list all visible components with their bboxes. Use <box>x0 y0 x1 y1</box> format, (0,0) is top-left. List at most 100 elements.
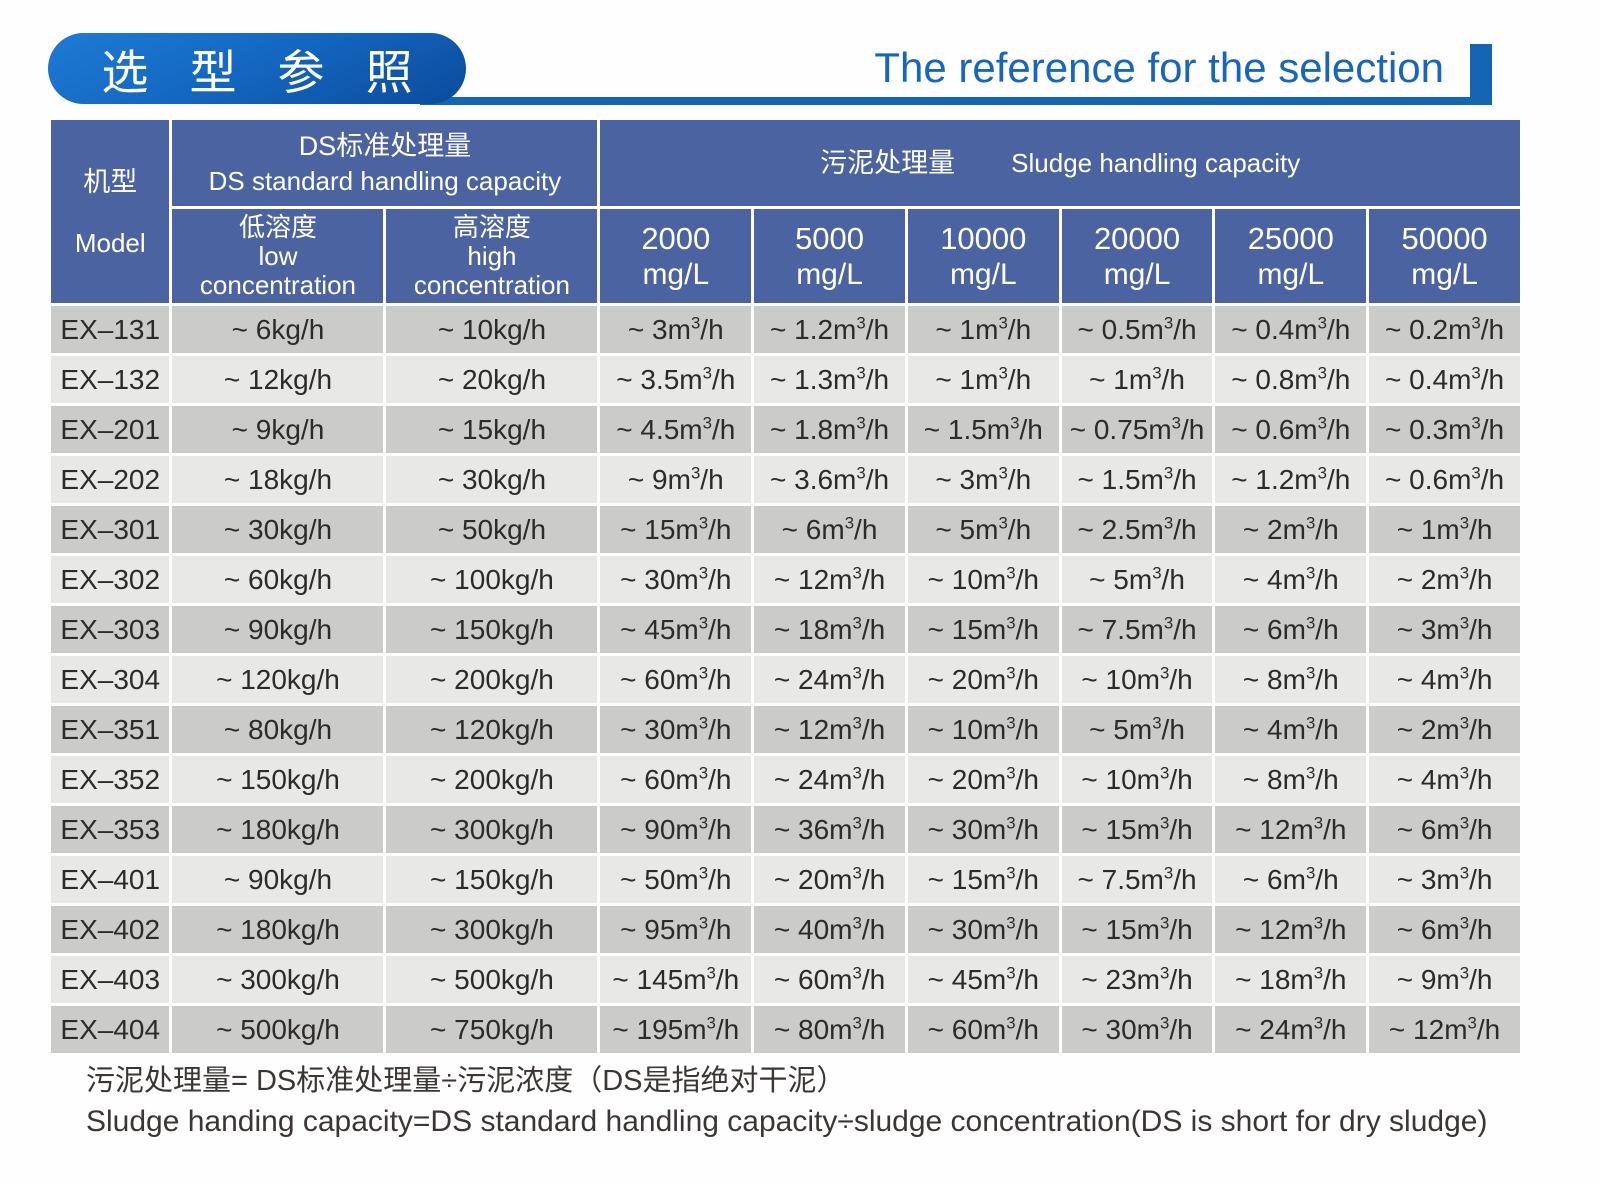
capacity-cell: ~ 0.8m3/h <box>1215 356 1367 403</box>
capacity-cell: ~ 60m3/h <box>754 956 905 1003</box>
model-cell: EX–304 <box>51 656 170 703</box>
table-row: EX–402 ~ 180kg/h ~ 300kg/h ~ 95m3/h ~ 40m3/h… <box>51 906 1520 953</box>
capacity-cell: ~ 40m3/h <box>754 906 905 953</box>
capacity-cell: ~ 50m3/h <box>600 856 752 903</box>
capacity-cell: ~ 0.3m3/h <box>1369 406 1520 453</box>
capacity-cell: ~ 1m3/h <box>1369 506 1520 553</box>
table-row: EX–353 ~ 180kg/h ~ 300kg/h ~ 90m3/h ~ 36m3/h… <box>51 806 1520 853</box>
model-cell: EX–351 <box>51 706 170 753</box>
header-model-en: Model <box>74 227 146 258</box>
capacity-cell: ~ 10kg/h <box>386 306 598 353</box>
capacity-cell: ~ 1.5m3/h <box>907 406 1059 453</box>
model-cell: EX–402 <box>51 906 170 953</box>
capacity-cell: ~ 10m3/h <box>907 706 1059 753</box>
capacity-cell: ~ 1m3/h <box>1061 356 1213 403</box>
header-conc-50000: 50000 mg/L <box>1369 209 1520 303</box>
capacity-cell: ~ 24m3/h <box>754 756 905 803</box>
capacity-cell: ~ 3m3/h <box>1369 856 1520 903</box>
capacity-cell: ~ 1m3/h <box>907 306 1059 353</box>
capacity-cell: ~ 6m3/h <box>1369 906 1520 953</box>
capacity-cell: ~ 5m3/h <box>1061 706 1213 753</box>
capacity-cell: ~ 20kg/h <box>386 356 598 403</box>
model-cell: EX–131 <box>51 306 170 353</box>
capacity-cell: ~ 150kg/h <box>386 856 598 903</box>
capacity-cell: ~ 5m3/h <box>1061 556 1213 603</box>
capacity-cell: ~ 45m3/h <box>600 606 752 653</box>
capacity-cell: ~ 30m3/h <box>600 706 752 753</box>
capacity-cell: ~ 23m3/h <box>1061 956 1213 1003</box>
capacity-cell: ~ 9m3/h <box>600 456 752 503</box>
capacity-cell: ~ 120kg/h <box>172 656 384 703</box>
capacity-cell: ~ 12m3/h <box>1215 806 1367 853</box>
model-cell: EX–353 <box>51 806 170 853</box>
title-badge: 选 型 参 照 <box>48 33 466 104</box>
capacity-cell: ~ 1.2m3/h <box>754 306 905 353</box>
header-ds-capacity: DS标准处理量 DS standard handling capacity <box>172 120 598 206</box>
capacity-cell: ~ 120kg/h <box>386 706 598 753</box>
table-body: EX–131 ~ 6kg/h ~ 10kg/h ~ 3m3/h ~ 1.2m3/h ~ 1… <box>51 306 1520 1053</box>
page-header: 选 型 参 照 The reference for the selection <box>0 0 1600 117</box>
header-conc-10000: 10000 mg/L <box>907 209 1059 303</box>
capacity-cell: ~ 1m3/h <box>907 356 1059 403</box>
table-row: EX–304 ~ 120kg/h ~ 200kg/h ~ 60m3/h ~ 24m3/h… <box>51 656 1520 703</box>
header-conc-2000: 2000 mg/L <box>600 209 752 303</box>
title-underline <box>420 97 1492 105</box>
capacity-cell: ~ 8m3/h <box>1215 656 1367 703</box>
page-title-zh: 选 型 参 照 <box>101 46 427 99</box>
capacity-cell: ~ 10m3/h <box>907 556 1059 603</box>
capacity-cell: ~ 90kg/h <box>172 856 384 903</box>
model-cell: EX–302 <box>51 556 170 603</box>
capacity-cell: ~ 10m3/h <box>1061 656 1213 703</box>
model-cell: EX–404 <box>51 1006 170 1053</box>
capacity-cell: ~ 500kg/h <box>172 1006 384 1053</box>
capacity-cell: ~ 0.75m3/h <box>1061 406 1213 453</box>
capacity-cell: ~ 30m3/h <box>1061 1006 1213 1053</box>
capacity-cell: ~ 5m3/h <box>907 506 1059 553</box>
model-cell: EX–401 <box>51 856 170 903</box>
capacity-cell: ~ 24m3/h <box>1215 1006 1367 1053</box>
capacity-cell: ~ 12kg/h <box>172 356 384 403</box>
capacity-cell: ~ 80m3/h <box>754 1006 905 1053</box>
capacity-cell: ~ 6kg/h <box>172 306 384 353</box>
header-high-concentration: 高溶度 high concentration <box>386 209 598 303</box>
capacity-cell: ~ 30m3/h <box>600 556 752 603</box>
table-row: EX–404 ~ 500kg/h ~ 750kg/h ~ 195m3/h ~ 80m3/… <box>51 1006 1520 1053</box>
capacity-cell: ~ 6m3/h <box>1215 606 1367 653</box>
table-row: EX–403 ~ 300kg/h ~ 500kg/h ~ 145m3/h ~ 60m3/… <box>51 956 1520 1003</box>
capacity-cell: ~ 4m3/h <box>1369 656 1520 703</box>
capacity-cell: ~ 145m3/h <box>600 956 752 1003</box>
title-endcap-bar <box>1470 44 1492 105</box>
capacity-cell: ~ 60m3/h <box>600 756 752 803</box>
capacity-cell: ~ 20m3/h <box>907 656 1059 703</box>
capacity-cell: ~ 300kg/h <box>386 806 598 853</box>
capacity-cell: ~ 15m3/h <box>1061 906 1213 953</box>
capacity-cell: ~ 9kg/h <box>172 406 384 453</box>
header-model-zh: 机型 <box>83 166 138 197</box>
capacity-cell: ~ 500kg/h <box>386 956 598 1003</box>
capacity-cell: ~ 6m3/h <box>1215 856 1367 903</box>
header-conc-25000: 25000 mg/L <box>1215 209 1367 303</box>
capacity-cell: ~ 60m3/h <box>907 1006 1059 1053</box>
capacity-cell: ~ 95m3/h <box>600 906 752 953</box>
header-low-concentration: 低溶度 low concentration <box>172 209 384 303</box>
capacity-cell: ~ 0.6m3/h <box>1369 456 1520 503</box>
capacity-cell: ~ 2m3/h <box>1369 556 1520 603</box>
footnote-zh: 污泥处理量= DS标准处理量÷污泥浓度（DS是指绝对干泥） <box>86 1065 846 1097</box>
header-sludge-capacity: 污泥处理量 Sludge handling capacity <box>600 120 1520 206</box>
capacity-cell: ~ 300kg/h <box>172 956 384 1003</box>
capacity-cell: ~ 15m3/h <box>907 856 1059 903</box>
capacity-cell: ~ 4m3/h <box>1369 756 1520 803</box>
header-sludge-zh: 污泥处理量 <box>820 148 956 178</box>
capacity-cell: ~ 60kg/h <box>172 556 384 603</box>
capacity-cell: ~ 195m3/h <box>600 1006 752 1053</box>
table-row: EX–201 ~ 9kg/h ~ 15kg/h ~ 4.5m3/h ~ 1.8m3/h ~… <box>51 406 1520 453</box>
table-row: EX–301 ~ 30kg/h ~ 50kg/h ~ 15m3/h ~ 6m3/h ~ 5… <box>51 506 1520 553</box>
capacity-cell: ~ 2.5m3/h <box>1061 506 1213 553</box>
capacity-cell: ~ 750kg/h <box>386 1006 598 1053</box>
table-row: EX–202 ~ 18kg/h ~ 30kg/h ~ 9m3/h ~ 3.6m3/h ~ … <box>51 456 1520 503</box>
model-cell: EX–403 <box>51 956 170 1003</box>
capacity-cell: ~ 0.5m3/h <box>1061 306 1213 353</box>
footnote: 污泥处理量= DS标准处理量÷污泥浓度（DS是指绝对干泥） Sludge han… <box>86 1062 1487 1142</box>
capacity-cell: ~ 6m3/h <box>754 506 905 553</box>
capacity-cell: ~ 150kg/h <box>386 606 598 653</box>
